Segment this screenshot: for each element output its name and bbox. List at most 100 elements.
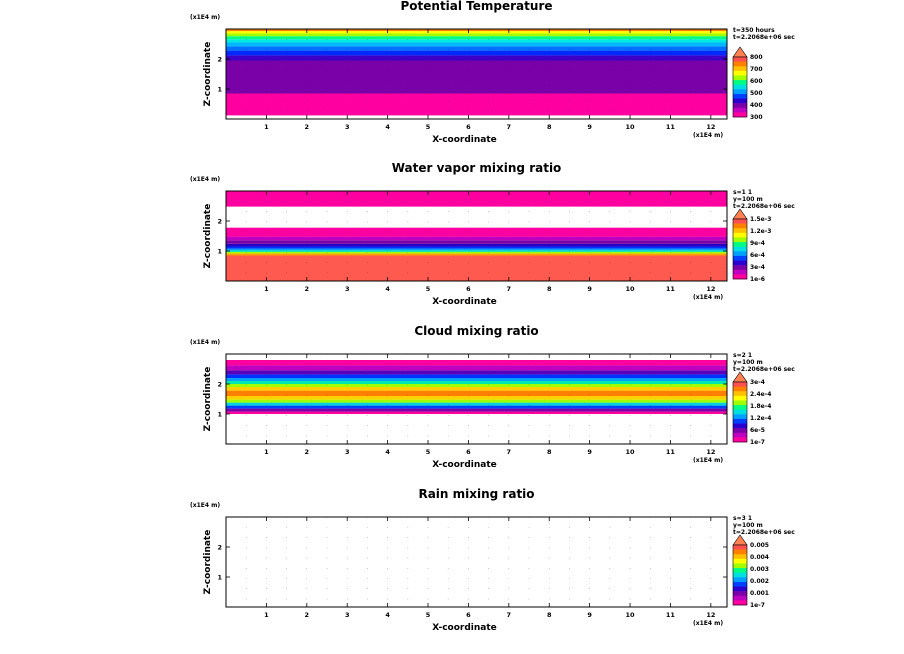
colorbar-swatch [733,269,747,275]
colorbar-swatch [733,80,747,85]
colorbar-label: 2.4e-4 [750,391,771,398]
contour-band [226,31,727,34]
colorbar-label: 0.005 [750,542,769,549]
colorbar-label: 1e-7 [750,602,765,609]
z-tick-label: 1 [217,411,222,419]
info-line: y=100 m [733,522,763,529]
colorbar-arrow [732,46,748,58]
colorbar-swatch [733,61,747,67]
contour-band [226,405,727,409]
colorbar-frame [732,544,748,606]
z-tick-label: 2 [217,218,222,226]
colorbar-swatch [733,395,747,401]
colorbar-label: 400 [750,102,763,109]
contour-band [226,243,727,247]
colorbar-swatch [733,577,747,583]
x-tick-label: 10 [626,448,636,456]
colorbar-label: 500 [750,90,763,97]
x-tick-label: 9 [587,448,592,456]
colorbar-swatch [733,428,747,434]
x-unit-label: (x1E4 m) [693,294,723,301]
x-tick-label: 1 [264,448,269,456]
chart-panel-2: Water vapor mixing ratio(x1E4 m)1 2 3 4 5 6 7 8… [190,161,795,307]
colorbar-arrow [732,208,748,220]
colorbar-label: 0.001 [750,590,769,597]
colorbar-swatch [733,57,747,62]
colorbar-swatch [733,549,747,555]
contour-band [226,387,727,391]
chart-title: Cloud mixing ratio [414,324,538,338]
chart-panel-3: Cloud mixing ratio(x1E4 m)1 2 3 4 5 6 7 8 9 10 11 1… [190,324,795,470]
info-line: t=2.2068e+06 sec [733,34,795,41]
contour-band [226,29,727,32]
colorbar-swatch [733,265,747,271]
colorbar-swatch [733,595,747,601]
info-line: s=3 1 [733,515,752,522]
x-tick-label: 5 [426,285,431,293]
colorbar-swatch [733,274,747,280]
colorbar-label: 0.003 [750,566,769,573]
colorbar-swatch [733,70,747,76]
colorbar-swatch [733,84,747,90]
colorbar-label: 6e-4 [750,252,765,259]
x-axis-label: X-coordinate [432,623,497,633]
colorbar-swatch [733,242,747,247]
colorbar-label: 1.8e-4 [750,403,771,410]
x-axis-label: X-coordinate [432,460,497,470]
colorbar-label: 0.002 [750,578,769,585]
x-tick-label: 3 [345,448,350,456]
contour-band [226,251,727,254]
contour-band [226,365,727,371]
colorbar-label: 3e-4 [750,264,765,271]
contour-band [226,408,727,412]
x-tick-label: 7 [507,123,512,131]
contour-band [226,360,727,366]
colorbar-swatch [733,89,747,95]
colorbar-swatch [733,414,747,420]
contour-band [226,354,727,360]
chart-title: Water vapor mixing ratio [392,161,562,175]
contour-band [226,250,727,252]
x-unit-label: (x1E4 m) [693,620,723,627]
x-tick-label: 8 [547,448,552,456]
x-tick-label: 9 [587,285,592,293]
z-unit-label: (x1E4 m) [190,176,220,183]
colorbar-label: 800 [750,54,763,61]
contour-band [226,240,727,244]
x-tick-label: 2 [305,448,310,456]
x-tick-label: 12 [706,285,715,293]
contour-band [226,414,727,444]
x-tick-label: 5 [426,611,431,619]
contour-band [226,381,727,384]
x-tick-label: 6 [466,448,471,456]
contour-band [226,227,727,237]
x-tick-label: 4 [385,285,390,293]
contour-band [226,93,727,116]
contour-band [226,248,727,251]
colorbar-swatch [733,572,747,578]
z-unit-label: (x1E4 m) [190,339,220,346]
colorbar-label: 700 [750,66,763,73]
x-tick-label: 6 [466,123,471,131]
x-tick-label: 12 [706,611,715,619]
colorbar-swatch [733,98,747,104]
x-tick-label: 2 [305,285,310,293]
x-tick-label: 2 [305,611,310,619]
contour-band [226,411,727,414]
plot-frame [225,190,728,282]
chart-panel-4: Rain mixing ratio(x1E4 m)1 2 3 4 5 6 7 8 9 10 11 12… [190,487,795,633]
colorbar-frame [732,56,748,118]
x-tick-label: 9 [587,611,592,619]
colorbar-label: 1.5e-3 [750,216,771,223]
colorbar-label: 300 [750,114,763,121]
contour-band [226,206,727,228]
info-line: s=2 1 [733,352,752,359]
colorbar-swatch [733,545,747,550]
x-tick-label: 4 [385,611,390,619]
contour-band [226,399,727,403]
colorbar-swatch [733,75,747,81]
colorbar-arrow [732,534,748,546]
chart-title: Potential Temperature [400,0,552,13]
x-tick-label: 3 [345,611,350,619]
x-tick-label: 12 [706,123,715,131]
